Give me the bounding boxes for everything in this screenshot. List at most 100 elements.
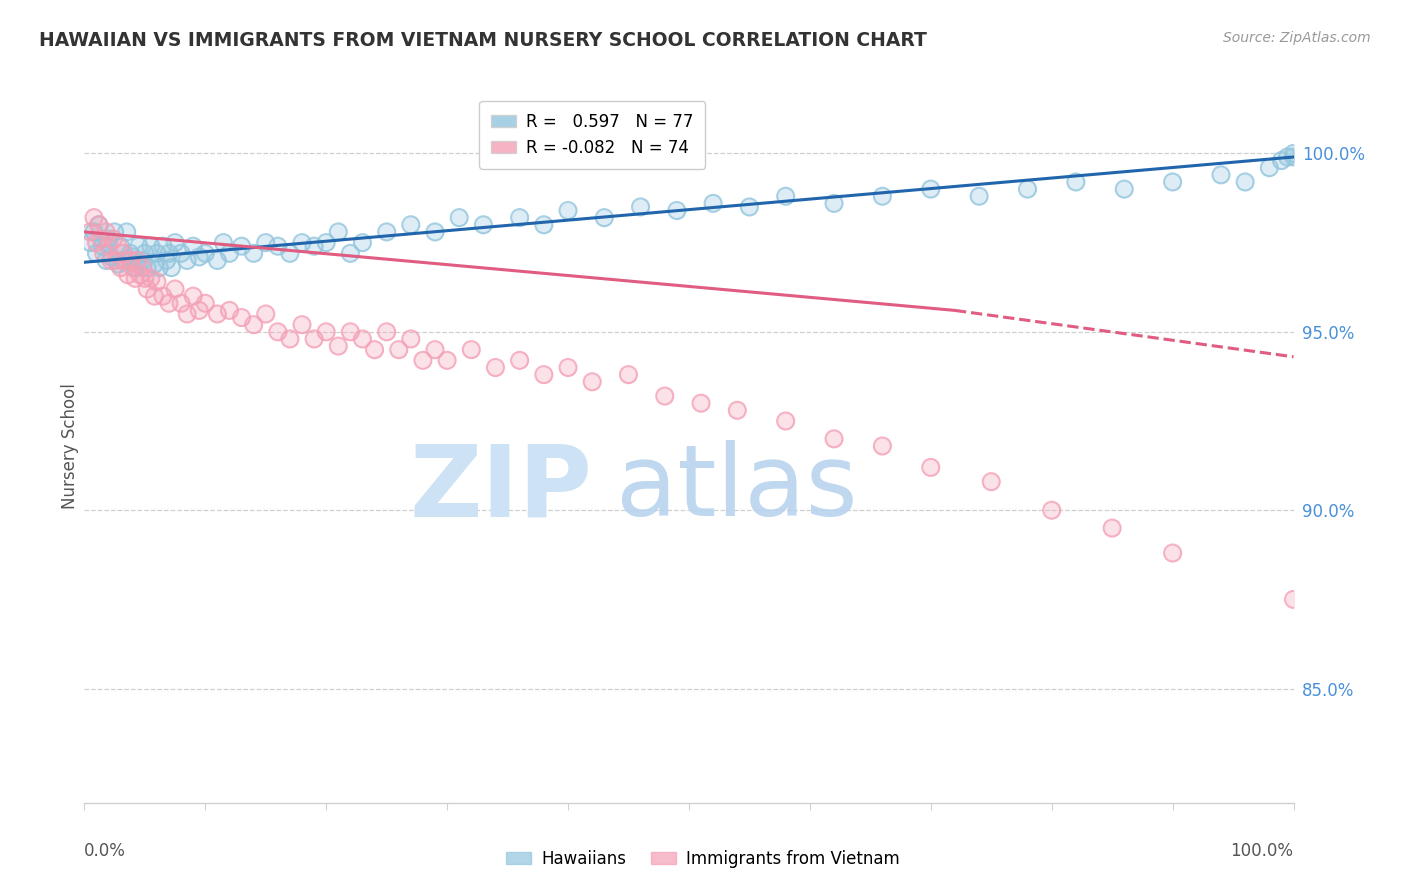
Point — [375, 325, 398, 339]
Point — [207, 307, 229, 321]
Point — [449, 211, 471, 225]
Point — [267, 239, 290, 253]
Text: HAWAIIAN VS IMMIGRANTS FROM VIETNAM NURSERY SCHOOL CORRELATION CHART: HAWAIIAN VS IMMIGRANTS FROM VIETNAM NURS… — [39, 31, 927, 50]
Point — [146, 275, 169, 289]
Point — [363, 343, 385, 357]
Point — [1161, 546, 1184, 560]
Point — [436, 353, 458, 368]
Point — [254, 235, 277, 250]
Point — [165, 282, 187, 296]
Point — [155, 253, 177, 268]
Point — [136, 282, 159, 296]
Point — [1017, 182, 1039, 196]
Point — [665, 203, 688, 218]
Point — [165, 282, 187, 296]
Point — [79, 235, 101, 250]
Point — [110, 239, 132, 253]
Point — [484, 360, 506, 375]
Point — [702, 196, 724, 211]
Point — [97, 239, 120, 253]
Point — [110, 260, 132, 275]
Point — [152, 239, 174, 253]
Point — [117, 268, 139, 282]
Point — [120, 246, 142, 260]
Point — [104, 225, 127, 239]
Point — [107, 257, 129, 271]
Point — [115, 225, 138, 239]
Point — [1101, 521, 1123, 535]
Point — [388, 343, 411, 357]
Point — [328, 339, 350, 353]
Point — [291, 235, 314, 250]
Point — [967, 189, 990, 203]
Point — [79, 225, 101, 239]
Point — [460, 343, 482, 357]
Point — [436, 353, 458, 368]
Point — [231, 310, 253, 325]
Point — [100, 250, 122, 264]
Point — [1209, 168, 1232, 182]
Point — [920, 460, 942, 475]
Point — [94, 225, 117, 239]
Point — [170, 296, 193, 310]
Text: atlas: atlas — [616, 441, 858, 537]
Point — [823, 432, 845, 446]
Point — [218, 303, 240, 318]
Point — [328, 225, 350, 239]
Point — [920, 182, 942, 196]
Point — [97, 239, 120, 253]
Point — [112, 253, 135, 268]
Point — [920, 182, 942, 196]
Point — [100, 253, 122, 268]
Point — [484, 360, 506, 375]
Point — [254, 235, 277, 250]
Point — [87, 218, 110, 232]
Point — [509, 211, 531, 225]
Point — [127, 253, 149, 268]
Point — [188, 303, 211, 318]
Point — [231, 239, 253, 253]
Point — [823, 196, 845, 211]
Point — [725, 403, 748, 417]
Point — [115, 225, 138, 239]
Point — [181, 239, 204, 253]
Point — [315, 325, 337, 339]
Point — [302, 239, 325, 253]
Point — [90, 232, 112, 246]
Point — [872, 439, 894, 453]
Point — [1277, 150, 1299, 164]
Point — [143, 257, 166, 271]
Point — [423, 343, 446, 357]
Point — [593, 211, 616, 225]
Point — [423, 225, 446, 239]
Point — [1234, 175, 1257, 189]
Point — [134, 246, 156, 260]
Point — [278, 332, 301, 346]
Point — [152, 289, 174, 303]
Point — [131, 260, 153, 275]
Point — [218, 246, 240, 260]
Point — [139, 239, 162, 253]
Point — [1277, 150, 1299, 164]
Point — [157, 246, 180, 260]
Point — [449, 211, 471, 225]
Point — [97, 232, 120, 246]
Point — [967, 189, 990, 203]
Point — [86, 246, 108, 260]
Point — [557, 360, 579, 375]
Point — [278, 332, 301, 346]
Point — [91, 239, 114, 253]
Point — [375, 325, 398, 339]
Point — [315, 325, 337, 339]
Point — [302, 332, 325, 346]
Point — [146, 275, 169, 289]
Point — [352, 235, 374, 250]
Point — [509, 353, 531, 368]
Point — [176, 253, 198, 268]
Point — [148, 260, 170, 275]
Point — [1064, 175, 1087, 189]
Point — [775, 414, 797, 428]
Point — [181, 289, 204, 303]
Point — [107, 257, 129, 271]
Point — [278, 246, 301, 260]
